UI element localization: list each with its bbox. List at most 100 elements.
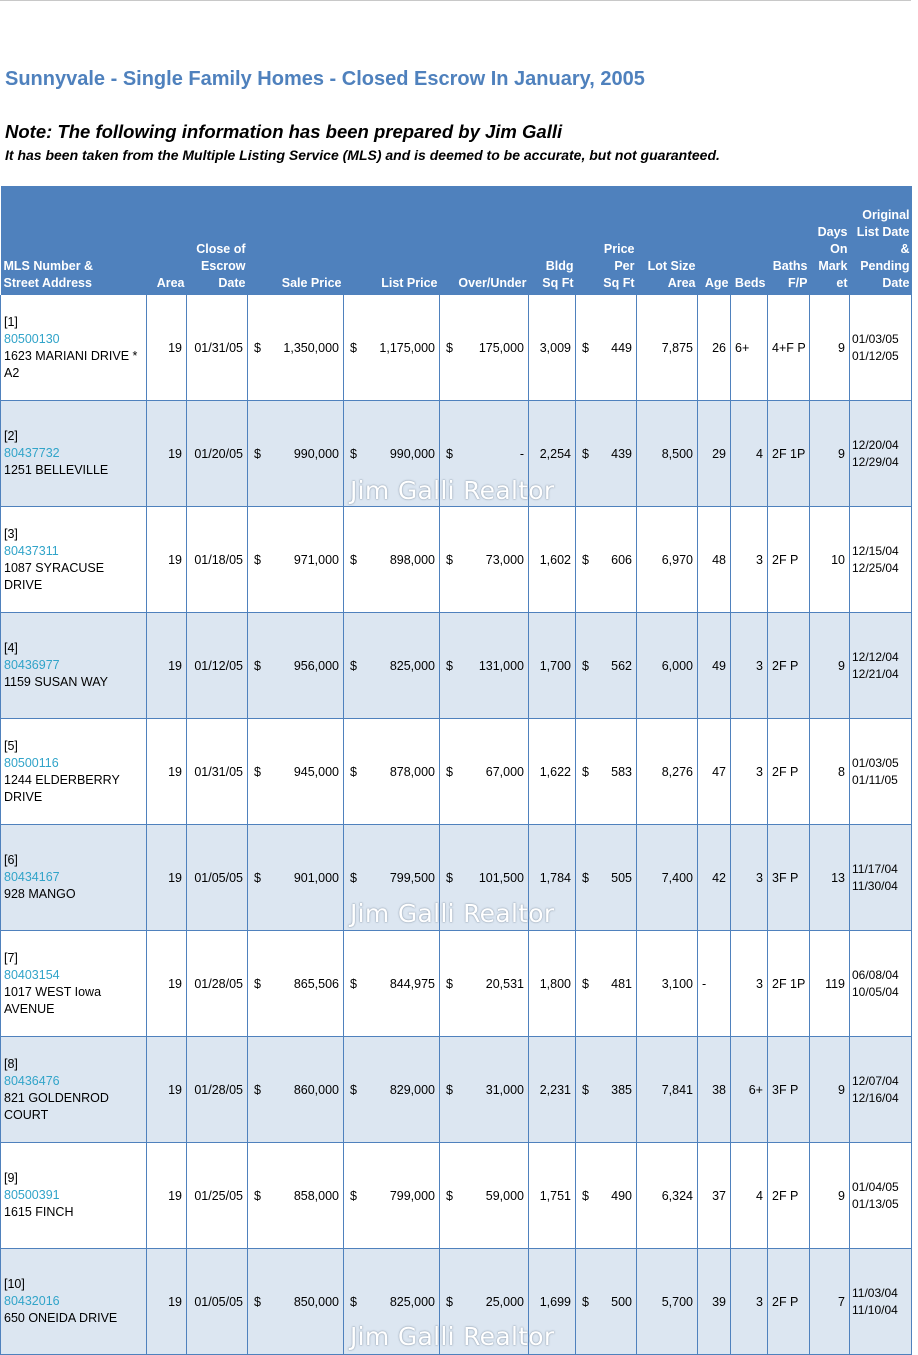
dollar-sign: $	[446, 764, 453, 779]
header-price-per-sqft: Price Per Sq Ft	[575, 186, 637, 295]
dollar-sign: $	[446, 976, 453, 991]
price-per-sqft-value: 500	[611, 1294, 632, 1309]
price-per-sqft-value: 449	[611, 340, 632, 355]
dollar-sign: $	[446, 1082, 453, 1097]
dollar-sign: $	[254, 658, 261, 673]
over-under-value: 101,500	[478, 870, 524, 885]
bldg-sqft-cell: 1,622	[528, 718, 576, 825]
dollar-sign: $	[582, 870, 589, 885]
header-label-line: Pending	[860, 259, 910, 273]
header-beds: Beds	[730, 186, 768, 295]
header-sale-price: Sale Price	[247, 186, 344, 295]
list-price-cell: $825,000	[343, 1248, 440, 1355]
days-on-market-cell: 10	[809, 506, 850, 613]
lot-size-cell: 6,324	[636, 1142, 698, 1249]
age-cell: 26	[697, 295, 731, 401]
price-per-sqft-cell: $439	[575, 400, 637, 507]
row-index: [9]	[4, 1171, 18, 1185]
header-lot-size: Lot Size Area	[636, 186, 698, 295]
mls-number-link[interactable]: 80500391	[4, 1188, 60, 1202]
list-price-cell: $799,000	[343, 1142, 440, 1249]
original-list-date: 12/12/04	[852, 649, 899, 664]
mls-number-link[interactable]: 80437732	[4, 446, 60, 460]
list-price-cell: $878,000	[343, 718, 440, 825]
row-index: [10]	[4, 1277, 25, 1291]
mls-number-link[interactable]: 80436977	[4, 658, 60, 672]
baths-cell: 2F P	[767, 612, 810, 719]
dates-cell: 11/17/04 11/30/04	[849, 824, 912, 931]
original-list-date: 12/15/04	[852, 543, 899, 558]
dollar-sign: $	[350, 764, 357, 779]
baths-cell: 2F P	[767, 718, 810, 825]
lot-size-cell: 7,875	[636, 295, 698, 401]
lot-size-cell: 6,000	[636, 612, 698, 719]
price-per-sqft-cell: $449	[575, 295, 637, 401]
lot-size-cell: 7,841	[636, 1036, 698, 1143]
header-label-line: Original	[862, 208, 910, 222]
address-cell: [8] 80436476 821 GOLDENROD COURT	[0, 1036, 147, 1143]
street-address: 1159 SUSAN WAY	[4, 675, 108, 689]
header-label-line: et	[836, 276, 848, 290]
bldg-sqft-cell: 1,602	[528, 506, 576, 613]
area-cell: 19	[146, 506, 187, 613]
dates-cell: 12/07/04 12/16/04	[849, 1036, 912, 1143]
street-address: 1623 MARIANI DRIVE * A2	[4, 348, 138, 380]
list-price-cell: $825,000	[343, 612, 440, 719]
pending-date: 01/12/05	[852, 348, 899, 363]
age-cell: 38	[697, 1036, 731, 1143]
header-label-line: Baths	[772, 259, 808, 273]
baths-cell: 2F P	[767, 1142, 810, 1249]
beds-cell: 3	[730, 506, 768, 613]
close-date-cell: 01/05/05	[186, 824, 248, 931]
price-per-sqft-value: 481	[611, 976, 632, 991]
header-label-line: On	[830, 242, 848, 256]
dates-cell: 12/20/04 12/29/04	[849, 400, 912, 507]
mls-number-link[interactable]: 80403154	[4, 967, 60, 982]
sale-price-cell: $901,000	[247, 824, 344, 931]
mls-number-link[interactable]: 80500116	[4, 755, 59, 770]
sale-price-value: 860,000	[293, 1082, 339, 1097]
list-price-value: 825,000	[389, 1294, 435, 1309]
days-on-market-cell: 9	[809, 1142, 850, 1249]
sale-price-cell: $860,000	[247, 1036, 344, 1143]
dollar-sign: $	[350, 446, 357, 461]
header-label-line: Per	[614, 259, 635, 273]
address-cell: [4] 80436977 1159 SUSAN WAY	[0, 612, 147, 719]
days-on-market-cell: 9	[809, 400, 850, 507]
dollar-sign: $	[582, 552, 589, 567]
street-address: 1251 BELLEVILLE	[4, 463, 109, 477]
header-baths: Baths F/P	[767, 186, 810, 295]
mls-number-link[interactable]: 80436476	[4, 1073, 60, 1088]
area-cell: 19	[146, 295, 187, 401]
beds-cell: 6+	[730, 1036, 768, 1143]
area-cell: 19	[146, 400, 187, 507]
pending-date: 11/30/04	[852, 878, 898, 893]
dollar-sign: $	[582, 1294, 589, 1309]
dollar-sign: $	[582, 658, 589, 673]
original-list-date: 11/03/04	[852, 1285, 898, 1300]
header-label-line: MLS Number &	[3, 259, 94, 273]
close-date-cell: 01/25/05	[186, 1142, 248, 1249]
sale-price-value: 850,000	[293, 1294, 339, 1309]
list-price-cell: $844,975	[343, 930, 440, 1037]
mls-number-link[interactable]: 80434167	[4, 870, 60, 884]
pending-date: 12/16/04	[852, 1090, 899, 1105]
header-label-line: Lot Size	[647, 259, 696, 273]
lot-size-cell: 8,500	[636, 400, 698, 507]
mls-number-link[interactable]: 80437311	[4, 543, 59, 558]
over-under-cell: $20,531	[439, 930, 529, 1037]
dollar-sign: $	[446, 552, 453, 567]
mls-number-link[interactable]: 80432016	[4, 1294, 60, 1308]
dates-cell: 01/03/05 01/12/05	[849, 295, 912, 401]
beds-cell: 6+	[730, 295, 768, 401]
close-date-cell: 01/28/05	[186, 930, 248, 1037]
page-title: Sunnyvale - Single Family Homes - Closed…	[5, 68, 645, 90]
table-row: [7] 80403154 1017 WEST Iowa AVENUE 19 01/28/…	[0, 930, 912, 1037]
close-date-cell: 01/28/05	[186, 1036, 248, 1143]
dates-cell: 01/04/05 01/13/05	[849, 1142, 912, 1249]
mls-number-link[interactable]: 80500130	[4, 331, 60, 346]
row-index: [8]	[4, 1056, 18, 1071]
dollar-sign: $	[254, 446, 261, 461]
over-under-cell: $31,000	[439, 1036, 529, 1143]
address-cell: [5] 80500116 1244 ELDERBERRY DRIVE	[0, 718, 147, 825]
